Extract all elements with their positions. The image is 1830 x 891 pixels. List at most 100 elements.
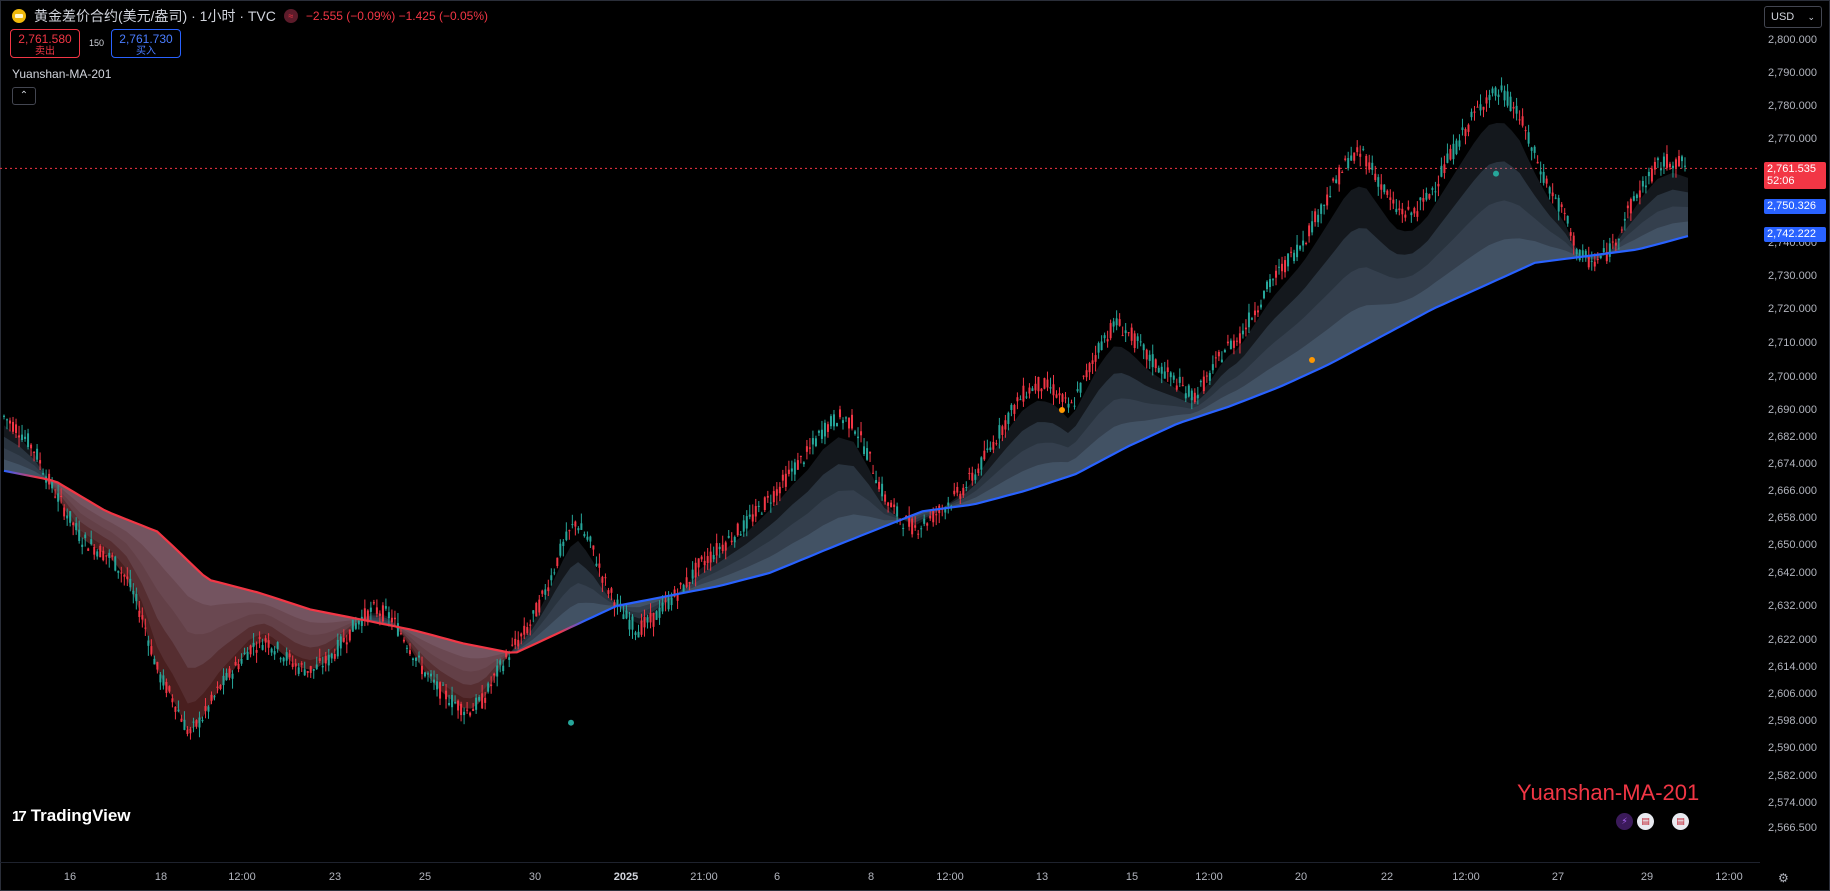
candle-body [763, 497, 766, 511]
candle-body [1208, 372, 1211, 381]
candle-body [171, 698, 174, 703]
candle-body [420, 665, 423, 675]
candle-body [1620, 229, 1623, 231]
candle-body [1386, 190, 1389, 195]
tradingview-logo[interactable]: 17 TradingView [12, 806, 131, 826]
candle-body [1085, 370, 1088, 378]
candle-body [1641, 180, 1644, 187]
candle-body [1193, 392, 1196, 403]
candle-body [845, 417, 847, 419]
candle-body [1166, 367, 1169, 373]
market-status-icon[interactable]: ≈ [283, 9, 298, 23]
candle-body [66, 515, 69, 519]
candle-body [878, 481, 881, 490]
candle-body [932, 510, 935, 523]
price-chart[interactable] [0, 0, 1760, 862]
candle-body [1229, 340, 1232, 350]
sell-price: 2,761.580 [18, 32, 72, 46]
candle-body [481, 693, 484, 709]
candle-body [399, 633, 402, 635]
candle-body [1656, 158, 1659, 161]
candle-body [1157, 367, 1160, 373]
candle-body [129, 578, 132, 588]
candle-body [1175, 385, 1178, 390]
candle-body [1031, 388, 1034, 392]
candle-body [1635, 194, 1638, 199]
price-tick: 2,666.000 [1768, 485, 1817, 497]
candle-body [1407, 206, 1410, 210]
us-flag-icon-2[interactable]: ▤ [1672, 813, 1689, 830]
currency-select[interactable]: USD ⌄ [1764, 6, 1822, 28]
candle-body [174, 706, 177, 712]
candle-body [715, 543, 718, 556]
candle-body [1548, 187, 1551, 194]
candle-body [1211, 364, 1214, 371]
buy-button[interactable]: 2,761.730 买入 [111, 29, 181, 58]
candle-body [1596, 258, 1599, 260]
candle-body [369, 607, 372, 612]
candle-body [291, 663, 294, 667]
candle-body [300, 663, 303, 665]
candle-body [532, 610, 535, 614]
candle-body [664, 600, 667, 602]
candle-body [168, 686, 171, 692]
candle-body [634, 632, 637, 635]
collapse-legend-button[interactable]: ⌃ [12, 87, 36, 105]
candle-body [896, 506, 899, 517]
candle-body [1238, 333, 1241, 344]
candle-body [1133, 333, 1136, 348]
candle-body [213, 696, 216, 698]
candle-body [1293, 252, 1296, 262]
candle-body [54, 496, 57, 498]
candle-body [1338, 167, 1341, 185]
candle-body [177, 709, 180, 712]
price-tick: 2,800.000 [1768, 34, 1817, 46]
candle-body [1389, 197, 1392, 201]
candle-body [9, 420, 12, 424]
candle-body [1425, 192, 1428, 200]
candle-body [1250, 318, 1253, 320]
candle-body [529, 624, 532, 626]
time-tick: 29 [1640, 871, 1654, 883]
candle-body [589, 536, 592, 542]
candle-body [1581, 250, 1584, 258]
candle-body [1602, 248, 1605, 253]
time-axis[interactable]: 16 18 12:00 23 25 30 2025 21:00 6 8 12:00 13 15 12:00… [0, 862, 1760, 891]
candle-body [550, 575, 553, 581]
price-tick: 2,700.000 [1768, 371, 1817, 383]
time-tick: 23 [328, 871, 342, 883]
gold-symbol-icon[interactable] [12, 9, 26, 23]
us-flag-icon[interactable]: ▤ [1637, 813, 1654, 830]
candle-body [1428, 193, 1431, 199]
symbol-title[interactable]: 黄金差价合约(美元/盎司) · 1小时 · TVC [34, 8, 276, 24]
candle-body [427, 673, 430, 675]
candle-body [526, 627, 529, 634]
candle-body [860, 431, 863, 436]
candle-body [198, 717, 201, 728]
candle-body [1455, 140, 1458, 155]
indicator-legend[interactable]: Yuanshan-MA-201 [12, 67, 112, 81]
gear-icon[interactable]: ⚙ [1778, 871, 1789, 885]
price-tick: 2,566.500 [1768, 822, 1817, 834]
candle-body [640, 620, 643, 635]
candle-body [1530, 147, 1533, 151]
candle-body [1311, 221, 1314, 233]
candle-body [315, 664, 318, 670]
candle-body [222, 675, 225, 686]
price-axis[interactable]: 2,800.000 2,790.000 2,780.000 2,770.000 2,74… [1760, 0, 1830, 862]
time-tick: 21:00 [690, 871, 718, 883]
candle-body [153, 658, 156, 665]
candle-body [568, 530, 571, 532]
ma-ribbon-bearish [4, 470, 609, 731]
candle-body [1632, 196, 1635, 201]
lightning-icon[interactable]: ⚡ [1616, 813, 1633, 830]
candle-body [700, 556, 703, 560]
candle-body [848, 417, 851, 429]
candle-body [1103, 335, 1106, 339]
candle-body [706, 556, 709, 563]
candle-body [381, 605, 384, 622]
candle-body [748, 514, 751, 517]
candle-body [1145, 349, 1148, 360]
candle-body [1590, 260, 1593, 262]
sell-button[interactable]: 2,761.580 卖出 [10, 29, 80, 58]
